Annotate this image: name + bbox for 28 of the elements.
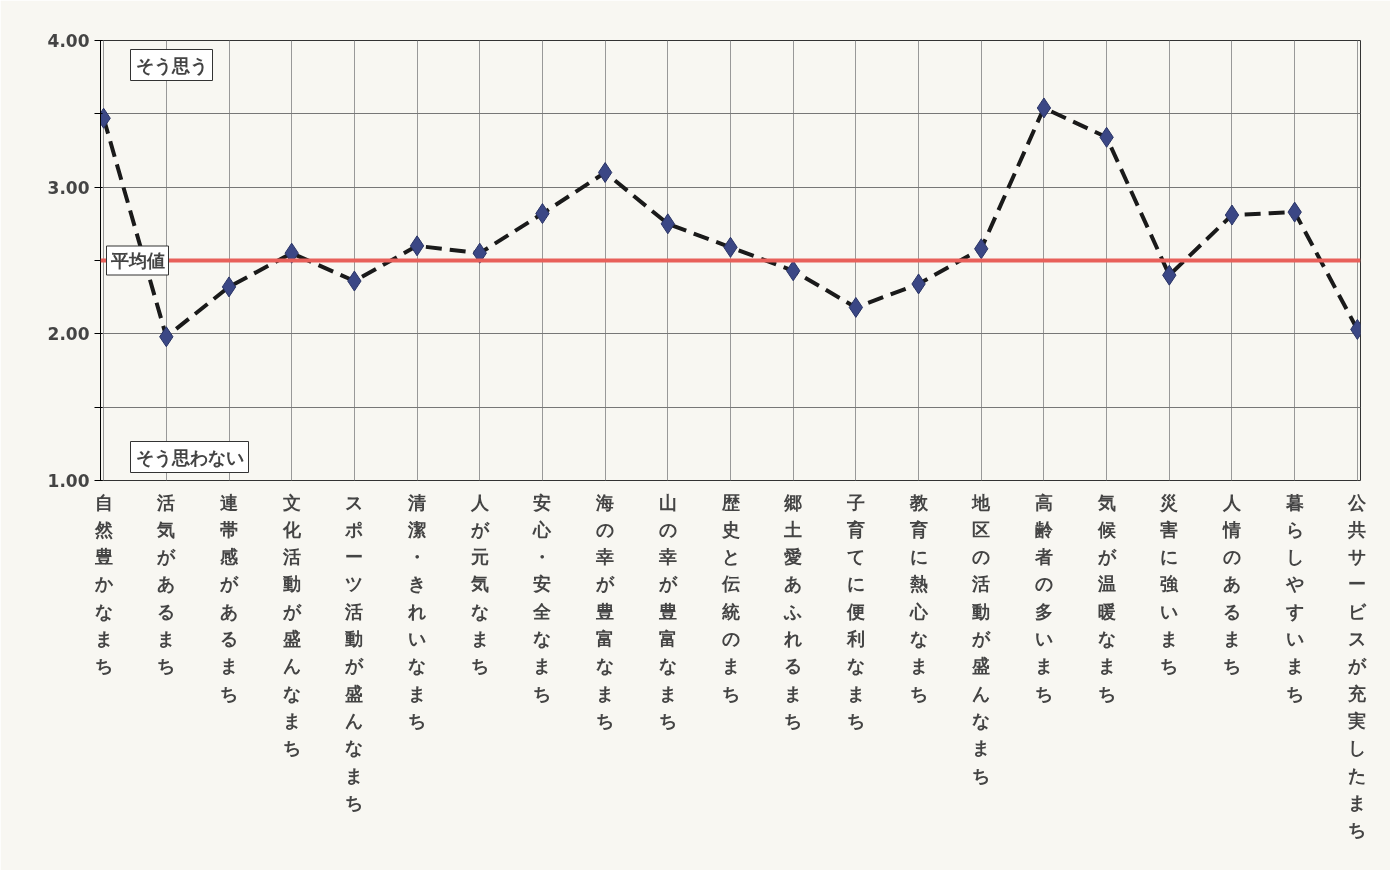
x-tick-label: 安心・安全なまち xyxy=(532,491,553,704)
y-tick-label: 3.00 xyxy=(47,177,90,198)
category-label: 海の幸が豊富なまち xyxy=(596,491,615,731)
x-tick-label: 連帯感があるまち xyxy=(219,491,240,704)
annotation: そう思う xyxy=(135,54,208,76)
category-label: 清潔・きれいなまち xyxy=(408,491,427,731)
annotation: そう思わない xyxy=(135,446,244,468)
x-tick-label: 高齢者の多いまち xyxy=(1033,491,1054,704)
category-label: スポーツ活動が盛んなまち xyxy=(345,491,364,813)
x-tick-label: 気候が温暖なまち xyxy=(1096,491,1117,704)
x-tick-label: 教育に熱心なまち xyxy=(908,491,929,704)
x-tick-label: 災害に強いまち xyxy=(1159,491,1180,677)
x-tick-label: 活気があるまち xyxy=(156,491,177,677)
x-tick-label: 人が元気なまち xyxy=(469,491,490,677)
category-label: 山の幸が豊富なまち xyxy=(658,491,677,731)
x-tick-label: 人情のあるまち xyxy=(1221,491,1242,677)
category-label: 地区の活動が盛んなまち xyxy=(972,491,991,786)
y-tick-label: 2.00 xyxy=(47,324,90,345)
ref-line-label: 平均値 xyxy=(109,250,165,271)
y-tick-label: 1.00 xyxy=(47,471,90,491)
y-tick-label: 4.00 xyxy=(47,31,90,51)
x-tick-label: 歴史と伝統のまち xyxy=(720,491,740,704)
x-tick-label: 自然豊かなまち xyxy=(93,491,114,677)
category-label: 文化活動が盛んなまち xyxy=(282,491,301,759)
category-label: 公共サービスが充実したまち xyxy=(1348,491,1367,841)
category-label: 郷土愛あふれるまち xyxy=(784,491,803,731)
category-label: 子育てに便利なまち xyxy=(846,491,865,731)
x-tick-label: 暮らしやすいまち xyxy=(1284,491,1304,704)
